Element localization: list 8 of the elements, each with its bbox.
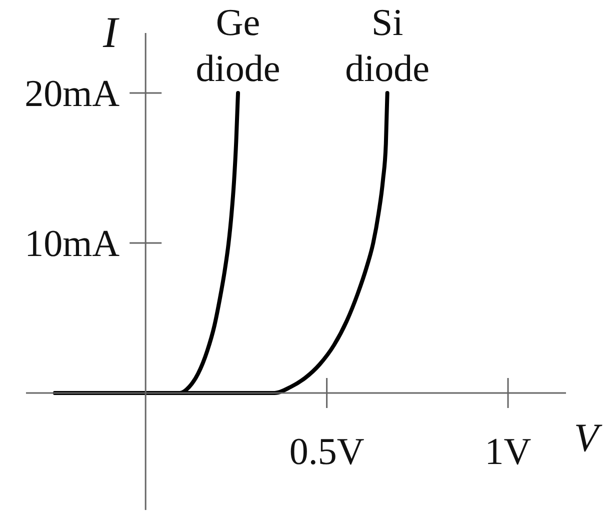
y-tick-label: 10mA <box>24 223 120 265</box>
x-axis-title: V <box>574 415 603 460</box>
x-tick-label: 0.5V <box>289 431 365 473</box>
y-tick-label: 20mA <box>24 73 120 115</box>
series-label: Ge diode <box>196 2 280 90</box>
x-tick-label: 1V <box>484 431 532 473</box>
series-label: Si diode <box>345 2 430 90</box>
y-axis-title: I <box>102 8 120 57</box>
